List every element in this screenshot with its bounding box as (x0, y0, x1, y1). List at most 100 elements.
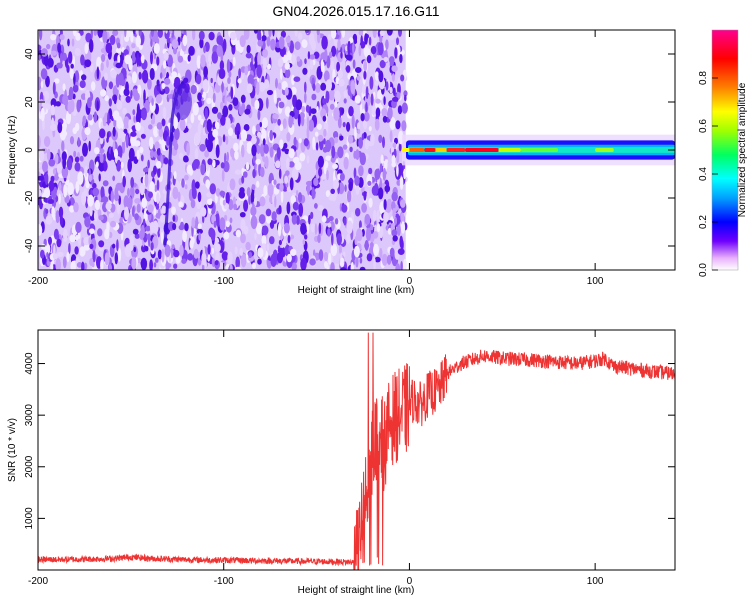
noise-blob (243, 124, 250, 132)
noise-blob (297, 192, 303, 203)
noise-blob (68, 243, 71, 254)
noise-blob (278, 168, 282, 180)
noise-blob (199, 37, 204, 49)
noise-blob (371, 106, 377, 116)
noise-blob (130, 131, 137, 137)
noise-blob (269, 129, 274, 141)
noise-blob (207, 244, 211, 255)
noise-blob (171, 71, 178, 78)
noise-blob (306, 155, 310, 164)
noise-blob (279, 183, 284, 192)
noise-blob (163, 51, 169, 61)
noise-blob (374, 182, 379, 194)
noise-blob (359, 257, 363, 264)
noise-blob (364, 213, 371, 225)
noise-blob (133, 92, 140, 101)
noise-blob (392, 235, 398, 242)
noise-blob (54, 78, 60, 84)
noise-blob (391, 65, 398, 72)
noise-blob (367, 180, 372, 186)
noise-region (38, 30, 408, 270)
noise-blob (150, 39, 153, 47)
noise-blob (141, 107, 147, 121)
noise-blob (197, 114, 202, 121)
noise-blob (246, 187, 251, 197)
noise-blob (90, 81, 96, 91)
noise-blob (370, 93, 374, 106)
noise-blob (355, 183, 360, 196)
noise-blob (73, 73, 76, 86)
noise-blob (215, 121, 220, 130)
noise-blob (245, 241, 251, 251)
spectrogram-xlabel: Height of straight line (km) (298, 285, 415, 296)
noise-blob (353, 245, 360, 258)
noise-blob (75, 181, 80, 194)
noise-blob (279, 123, 284, 132)
noise-blob (69, 67, 74, 80)
noise-blob (88, 174, 92, 182)
noise-blob (68, 51, 73, 64)
noise-blob (62, 83, 66, 91)
noise-blob (376, 223, 381, 233)
noise-blob (389, 247, 395, 257)
noise-blob (324, 160, 329, 169)
noise-blob (171, 244, 175, 250)
noise-blob (74, 246, 79, 255)
noise-blob (258, 214, 266, 225)
noise-blob (398, 143, 402, 152)
noise-blob (128, 147, 135, 162)
noise-blob (55, 153, 59, 165)
noise-blob (264, 79, 270, 89)
noise-blob (88, 237, 92, 246)
noise-blob (358, 137, 363, 149)
noise-blob (140, 224, 145, 239)
noise-blob (288, 161, 295, 168)
noise-blob (257, 258, 262, 265)
noise-blob (120, 95, 125, 102)
noise-blob (165, 30, 168, 34)
noise-blob (52, 168, 57, 175)
noise-blob (153, 262, 157, 268)
noise-blob (45, 75, 50, 88)
noise-blob (172, 215, 176, 222)
noise-blob (50, 104, 56, 116)
noise-blob (97, 228, 103, 237)
noise-blob (368, 197, 373, 208)
noise-blob (50, 175, 55, 183)
noise-blob (212, 128, 219, 138)
noise-blob (156, 56, 160, 66)
noise-blob (186, 142, 191, 156)
noise-blob (94, 199, 101, 211)
noise-blob (222, 134, 226, 143)
noise-blob (123, 195, 130, 209)
noise-blob (234, 266, 242, 270)
y-tick-label: 1000 (24, 507, 35, 530)
noise-blob (181, 178, 185, 188)
noise-blob (130, 177, 135, 188)
noise-blob (337, 69, 343, 80)
noise-blob (360, 113, 365, 122)
noise-blob (131, 51, 136, 64)
noise-blob (104, 252, 109, 266)
noise-blob (302, 67, 308, 75)
noise-blob (286, 253, 292, 263)
noise-blob (251, 54, 254, 64)
noise-blob (344, 184, 347, 192)
noise-blob (139, 146, 144, 154)
noise-blob (298, 138, 302, 144)
noise-blob (399, 176, 404, 190)
y-tick-label: -40 (24, 238, 35, 253)
noise-blob (197, 122, 202, 136)
noise-blob (304, 58, 307, 65)
noise-blob (311, 186, 316, 200)
noise-blob (210, 77, 213, 84)
noise-blob (191, 161, 197, 171)
noise-blob (334, 100, 338, 108)
noise-blob (392, 142, 397, 150)
noise-blob (370, 46, 377, 55)
noise-blob (301, 105, 306, 113)
noise-blob (195, 216, 199, 229)
noise-blob (294, 161, 302, 171)
noise-blob (327, 34, 332, 41)
noise-blob (219, 190, 226, 197)
